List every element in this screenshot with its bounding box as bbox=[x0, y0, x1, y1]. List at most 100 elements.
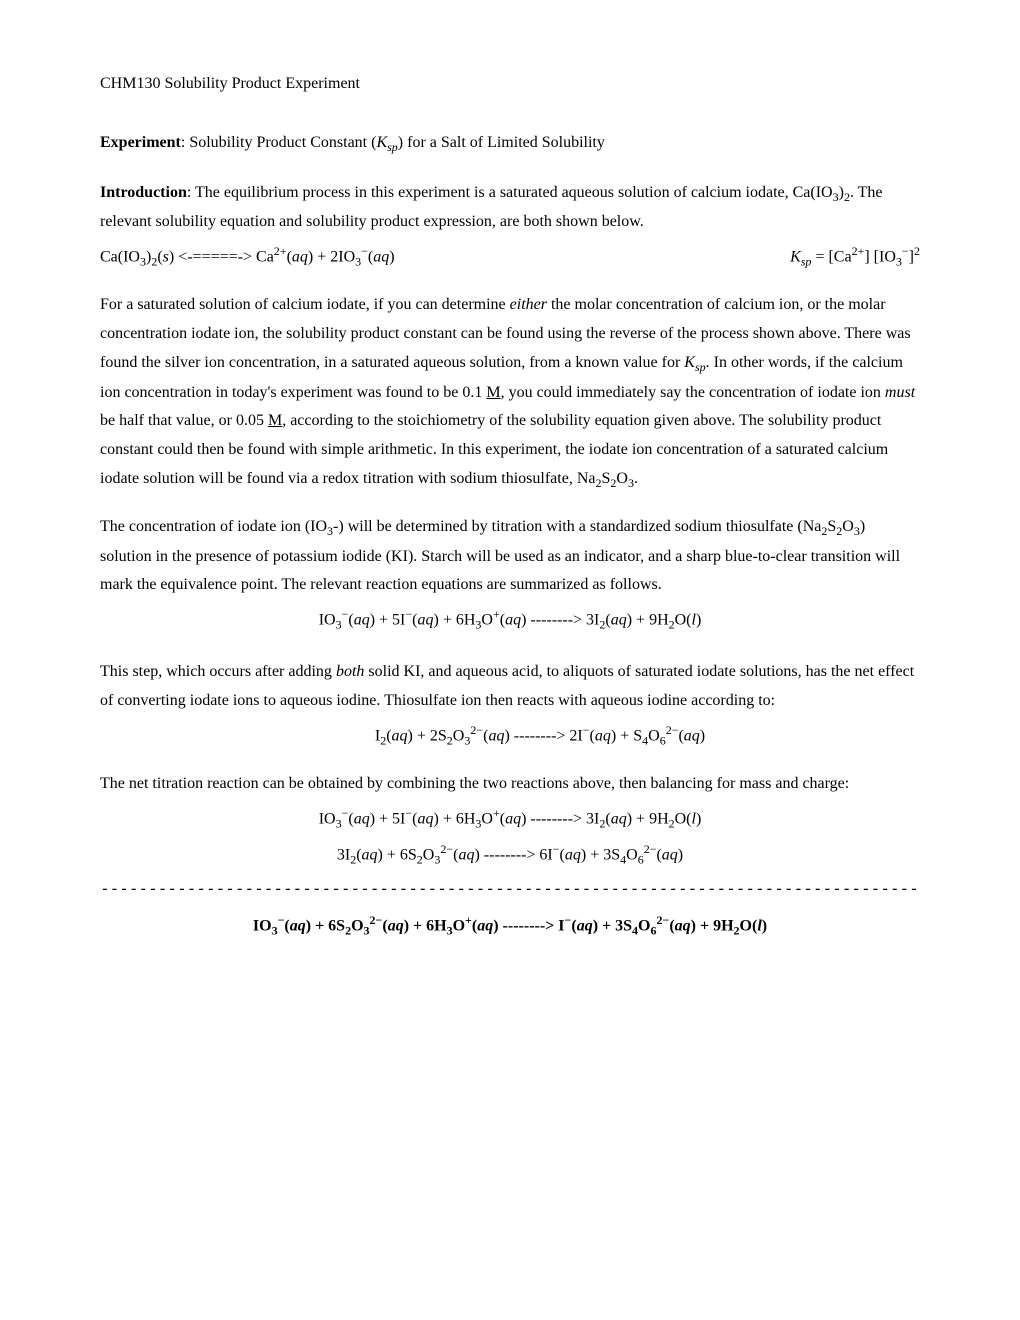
t: ) bbox=[762, 917, 767, 934]
ksp-sp: sp bbox=[387, 140, 398, 154]
t: IO bbox=[319, 612, 336, 629]
t: ) + 6S bbox=[306, 917, 345, 934]
sup: 2− bbox=[644, 842, 657, 856]
t: ) + 2S bbox=[408, 727, 447, 744]
t: aq bbox=[292, 248, 308, 265]
text: ) for a Salt of Limited Solubility bbox=[398, 134, 605, 151]
paragraph-2: For a saturated solution of calcium ioda… bbox=[100, 291, 920, 495]
t: aq bbox=[505, 810, 521, 827]
t: O bbox=[351, 917, 363, 934]
sup: 2− bbox=[470, 723, 483, 737]
t: ) + 5I bbox=[370, 612, 406, 629]
t: aq bbox=[611, 810, 627, 827]
t: ) + 6H bbox=[434, 810, 476, 827]
eq-right: Ksp = [Ca2+] [IO3−]2 bbox=[790, 241, 920, 273]
t: ) --------> I bbox=[493, 917, 564, 934]
t: S bbox=[827, 518, 836, 535]
t: = [Ca bbox=[811, 248, 851, 265]
t: aq bbox=[565, 846, 581, 863]
experiment-label: Experiment bbox=[100, 134, 181, 151]
t: This step, which occurs after adding bbox=[100, 663, 336, 680]
sup: 2− bbox=[666, 723, 679, 737]
t: aq bbox=[418, 612, 434, 629]
t: ) + 2IO bbox=[308, 248, 355, 265]
text: : Solubility Product Constant ( bbox=[181, 134, 377, 151]
t: be half that value, or 0.05 bbox=[100, 412, 268, 429]
t: ) + 6H bbox=[434, 612, 476, 629]
sup: − bbox=[361, 244, 368, 258]
t: O( bbox=[675, 810, 692, 827]
t: O bbox=[842, 518, 854, 535]
sup: + bbox=[493, 806, 500, 820]
t: ) + 3S bbox=[581, 846, 620, 863]
sup: 2− bbox=[656, 913, 669, 927]
t: aq bbox=[354, 612, 370, 629]
paragraph-5: The net titration reaction can be obtain… bbox=[100, 770, 920, 799]
ksp-k: K bbox=[376, 134, 387, 151]
t: O bbox=[481, 612, 493, 629]
course-header: CHM130 Solubility Product Experiment bbox=[100, 70, 920, 99]
sup: 2− bbox=[440, 842, 453, 856]
t: O bbox=[638, 917, 650, 934]
sup: 2− bbox=[370, 913, 383, 927]
t: 3I bbox=[337, 846, 350, 863]
t: ) + 6S bbox=[378, 846, 417, 863]
t: aq bbox=[418, 810, 434, 827]
t: O bbox=[423, 846, 435, 863]
t: IO bbox=[319, 810, 336, 827]
sup: 2 bbox=[914, 244, 920, 258]
sub: sp bbox=[695, 360, 706, 374]
sup: − bbox=[902, 244, 909, 258]
t: M bbox=[486, 384, 500, 401]
t: aq bbox=[662, 846, 678, 863]
eq-left: Ca(IO3)2(s) <-=====-> Ca2+(aq) + 2IO3−(a… bbox=[100, 241, 395, 273]
t: O( bbox=[675, 612, 692, 629]
sub: sp bbox=[801, 255, 812, 269]
t: aq bbox=[477, 917, 493, 934]
t: O bbox=[453, 917, 465, 934]
t: aq bbox=[595, 727, 611, 744]
sup: 2+ bbox=[852, 244, 865, 258]
text: : The equilibrium process in this experi… bbox=[187, 184, 833, 201]
t: aq bbox=[577, 917, 593, 934]
t: ) bbox=[678, 846, 683, 863]
sup: + bbox=[493, 607, 500, 621]
paragraph-4: This step, which occurs after adding bot… bbox=[100, 658, 920, 716]
t: O bbox=[626, 846, 638, 863]
intro-label: Introduction bbox=[100, 184, 187, 201]
t: ) --------> 2I bbox=[504, 727, 582, 744]
t: M bbox=[268, 412, 282, 429]
t: ) + 9H bbox=[627, 612, 669, 629]
t: must bbox=[885, 384, 915, 401]
t: ) --------> 6I bbox=[474, 846, 552, 863]
t: O bbox=[453, 727, 465, 744]
equation-2: IO3−(aq) + 5I−(aq) + 6H3O+(aq) -------->… bbox=[100, 604, 920, 636]
t: IO bbox=[253, 917, 272, 934]
experiment-title: Experiment: Solubility Product Constant … bbox=[100, 129, 920, 159]
t: O( bbox=[740, 917, 758, 934]
t: ) + 3S bbox=[593, 917, 632, 934]
t: ] [IO bbox=[864, 248, 896, 265]
t: ) + 9H bbox=[627, 810, 669, 827]
t: ) bbox=[389, 248, 394, 265]
t: ) + 5I bbox=[370, 810, 406, 827]
t: aq bbox=[388, 917, 404, 934]
t: ) <-=====-> Ca bbox=[169, 248, 274, 265]
sup: − bbox=[553, 842, 560, 856]
t: aq bbox=[675, 917, 691, 934]
t: O bbox=[648, 727, 660, 744]
t: , you could immediately say the concentr… bbox=[501, 384, 885, 401]
t: both bbox=[336, 663, 364, 680]
t: aq bbox=[362, 846, 378, 863]
sup: + bbox=[465, 913, 472, 927]
sup: − bbox=[583, 723, 590, 737]
t: ) + 9H bbox=[691, 917, 734, 934]
t: aq bbox=[458, 846, 474, 863]
t: ) + S bbox=[611, 727, 642, 744]
t: K bbox=[790, 248, 801, 265]
t: K bbox=[684, 354, 695, 371]
t: ) --------> 3I bbox=[521, 810, 599, 827]
t: Ca(IO bbox=[100, 248, 140, 265]
t: aq bbox=[290, 917, 306, 934]
separator-line: ----------------------------------------… bbox=[100, 875, 920, 904]
